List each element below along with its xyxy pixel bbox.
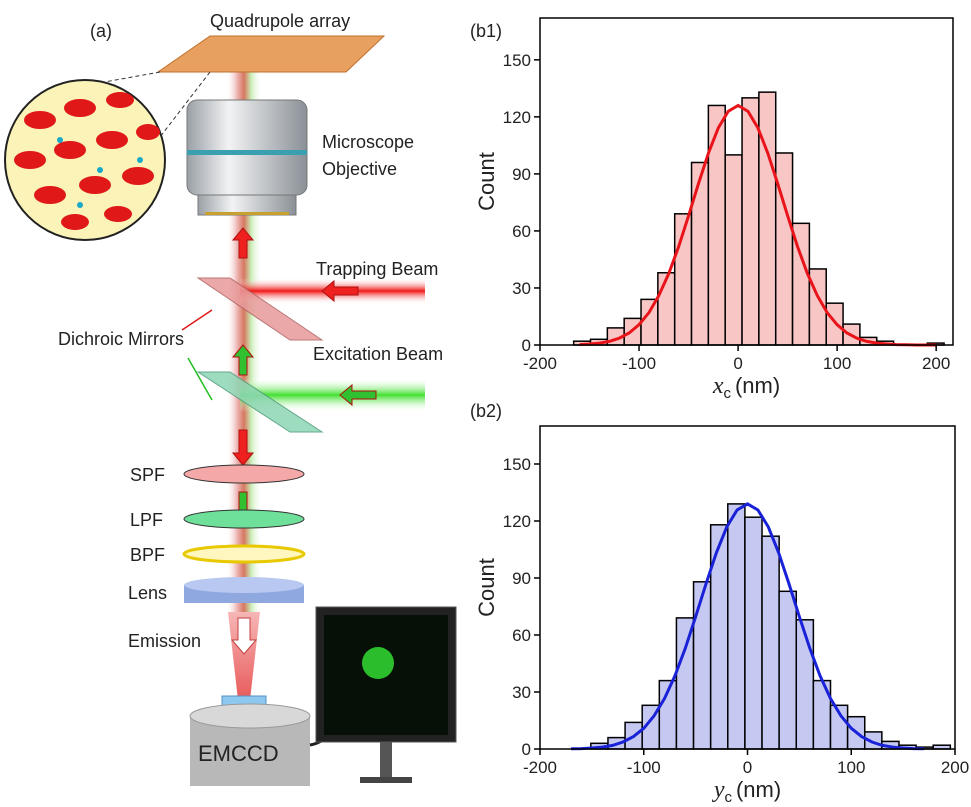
arrow bbox=[182, 310, 212, 330]
label: BPF bbox=[130, 545, 165, 565]
bar bbox=[826, 303, 843, 345]
x-tick-label: 100 bbox=[837, 758, 865, 777]
x-tick-label: 100 bbox=[823, 354, 851, 373]
label: Objective bbox=[322, 159, 397, 179]
lens bbox=[184, 577, 304, 593]
label: Microscope bbox=[322, 132, 414, 152]
lpf-filter bbox=[184, 510, 304, 528]
x-tick-label: 200 bbox=[941, 758, 969, 777]
bar bbox=[694, 582, 711, 749]
y-tick-label: 0 bbox=[522, 336, 531, 355]
bar bbox=[676, 618, 693, 749]
y-axis-label: Count bbox=[474, 558, 499, 617]
y-tick-label: 0 bbox=[522, 740, 531, 759]
label: SPF bbox=[130, 465, 165, 485]
bar bbox=[658, 273, 675, 345]
x-label-unit: (nm) bbox=[735, 373, 780, 398]
bar bbox=[742, 98, 759, 345]
x-tick-label: 200 bbox=[922, 354, 950, 373]
bar bbox=[692, 162, 709, 345]
y-tick-label: 60 bbox=[512, 222, 531, 241]
figure: (a) Quadrupole array Microscope Objectiv… bbox=[0, 0, 971, 802]
y-tick-label: 90 bbox=[512, 569, 531, 588]
spf-filter bbox=[184, 465, 304, 483]
x-axis-label: xc(nm) bbox=[712, 373, 780, 402]
x-label-unit: (nm) bbox=[736, 777, 781, 802]
label: Dichroic Mirrors bbox=[58, 329, 184, 349]
bar bbox=[708, 105, 725, 345]
bar bbox=[796, 620, 813, 749]
bar bbox=[728, 504, 745, 749]
panel-label: (a) bbox=[90, 21, 112, 41]
y-tick-label: 150 bbox=[503, 51, 531, 70]
x-tick-label: -200 bbox=[523, 354, 557, 373]
label: Trapping Beam bbox=[316, 259, 438, 279]
label: LPF bbox=[130, 510, 163, 530]
x-tick-label: -100 bbox=[627, 758, 661, 777]
bar bbox=[745, 517, 762, 749]
label: Excitation Beam bbox=[313, 344, 443, 364]
x-label-symbol: y bbox=[712, 777, 725, 802]
label: Lens bbox=[128, 583, 167, 603]
x-label-symbol: x bbox=[712, 373, 724, 399]
y-tick-label: 90 bbox=[512, 165, 531, 184]
label: EMCCD bbox=[198, 741, 279, 766]
bar bbox=[762, 536, 779, 749]
x-label-subscript: c bbox=[724, 789, 732, 802]
y-axis-label: Count bbox=[474, 152, 499, 211]
x-tick-label: 0 bbox=[743, 758, 752, 777]
y-tick-label: 30 bbox=[512, 683, 531, 702]
bar bbox=[759, 92, 776, 345]
label: Emission bbox=[128, 631, 201, 651]
setup-diagram: (a) Quadrupole array Microscope Objectiv… bbox=[5, 11, 502, 786]
y-tick-label: 60 bbox=[512, 626, 531, 645]
x-tick-label: -100 bbox=[622, 354, 656, 373]
objective bbox=[187, 100, 307, 195]
label: Quadrupole array bbox=[210, 11, 350, 31]
x-label-subscript: c bbox=[723, 385, 731, 402]
quadrupole-array bbox=[158, 36, 384, 72]
y-tick-label: 120 bbox=[503, 108, 531, 127]
bar bbox=[779, 591, 796, 749]
x-axis-label: yc (nm) bbox=[712, 777, 781, 802]
x-tick-label: 0 bbox=[733, 354, 742, 373]
bar bbox=[725, 155, 742, 345]
panel-label: (b2) bbox=[470, 401, 502, 421]
y-tick-label: 150 bbox=[503, 455, 531, 474]
y-tick-label: 30 bbox=[512, 279, 531, 298]
y-tick-label: 120 bbox=[503, 512, 531, 531]
panel-label: (b1) bbox=[470, 21, 502, 41]
x-tick-label: -200 bbox=[523, 758, 557, 777]
bar bbox=[641, 299, 658, 345]
bpf-filter bbox=[184, 546, 304, 562]
